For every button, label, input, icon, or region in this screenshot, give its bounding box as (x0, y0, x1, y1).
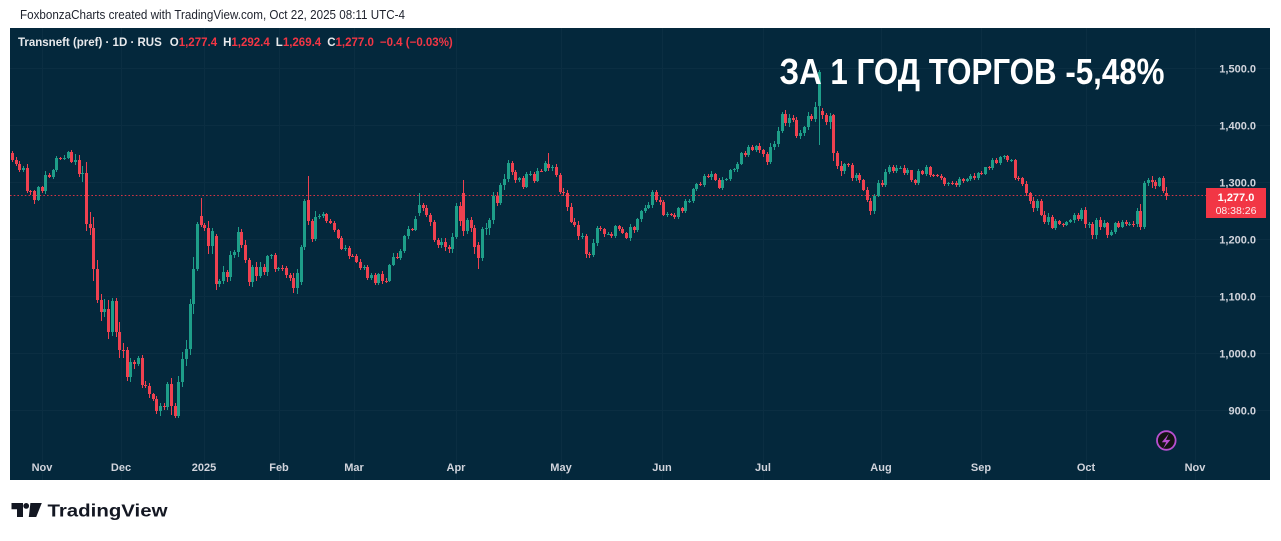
svg-text:Feb: Feb (269, 462, 289, 474)
svg-text:1,500.0: 1,500.0 (1219, 64, 1256, 76)
svg-text:1,277.0: 1,277.0 (1218, 192, 1255, 204)
svg-text:Jun: Jun (652, 462, 672, 474)
svg-text:May: May (550, 462, 572, 474)
svg-text:1,400.0: 1,400.0 (1219, 121, 1256, 133)
svg-text:TradingView: TradingView (48, 501, 168, 521)
svg-text:Dec: Dec (111, 462, 131, 474)
svg-text:Oct: Oct (1077, 462, 1096, 474)
svg-text:1,300.0: 1,300.0 (1219, 178, 1256, 190)
svg-text:900.0: 900.0 (1228, 406, 1256, 418)
svg-text:FoxbonzaCharts created with Tr: FoxbonzaCharts created with TradingView.… (20, 8, 405, 22)
svg-text:Apr: Apr (447, 462, 467, 474)
svg-text:Nov: Nov (1185, 462, 1207, 474)
svg-text:Sep: Sep (971, 462, 991, 474)
svg-text:ЗА 1 ГОД ТОРГОВ -5,48%: ЗА 1 ГОД ТОРГОВ -5,48% (780, 51, 1165, 92)
svg-text:Mar: Mar (344, 462, 364, 474)
svg-text:Nov: Nov (32, 462, 54, 474)
svg-text:Aug: Aug (870, 462, 891, 474)
svg-text:2025: 2025 (192, 462, 216, 474)
svg-text:Jul: Jul (755, 462, 771, 474)
svg-text:1,200.0: 1,200.0 (1219, 235, 1256, 247)
svg-text:1,000.0: 1,000.0 (1219, 349, 1256, 361)
svg-text:1,100.0: 1,100.0 (1219, 292, 1256, 304)
svg-text:08:38:26: 08:38:26 (1216, 205, 1257, 217)
